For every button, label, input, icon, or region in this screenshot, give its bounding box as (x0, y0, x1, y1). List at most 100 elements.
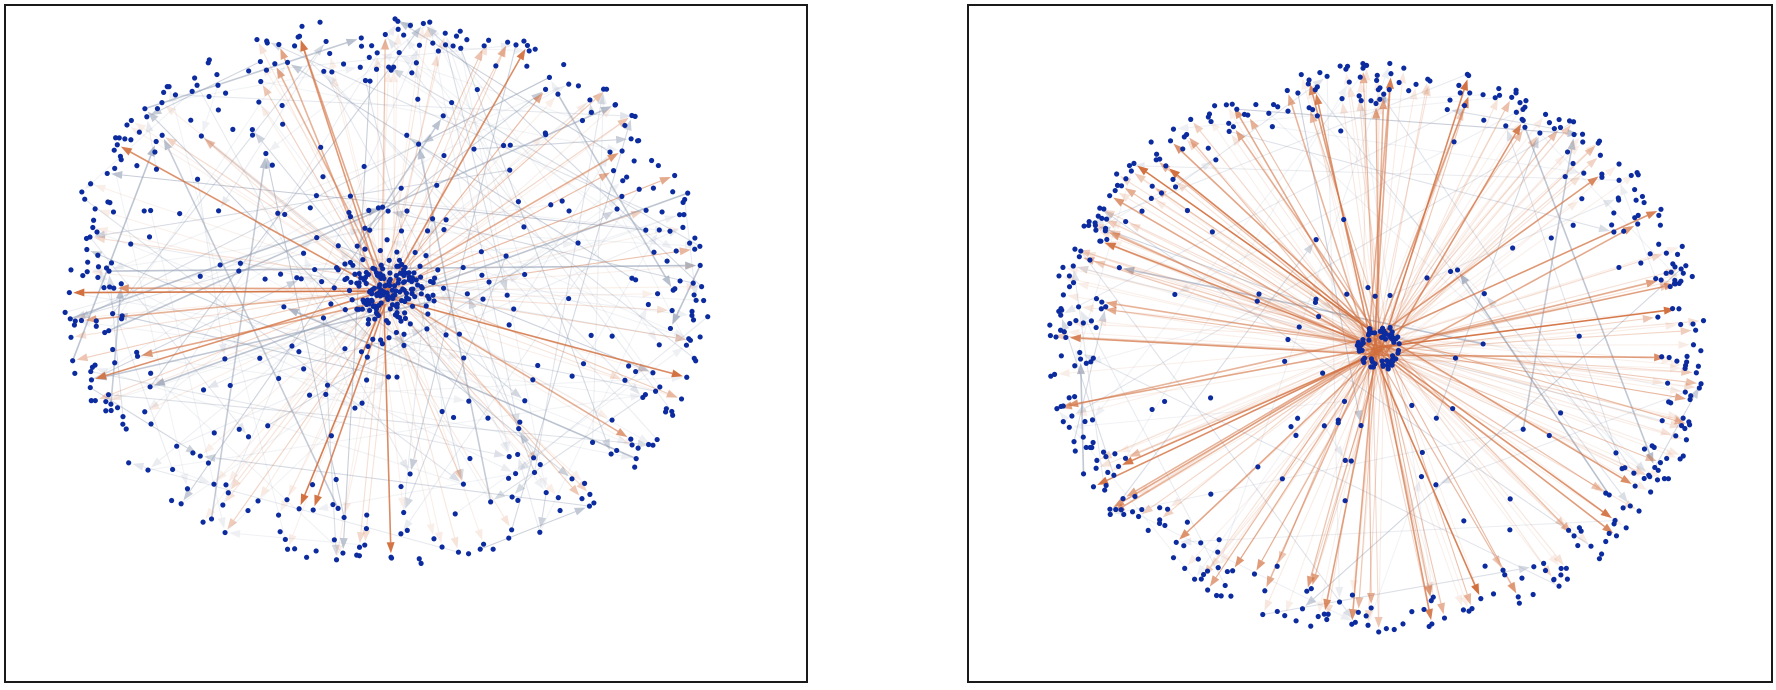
edge-arrowhead (1649, 468, 1661, 477)
node (452, 511, 458, 517)
edge (382, 297, 574, 474)
edge (1145, 171, 1388, 343)
edge (1362, 115, 1434, 598)
node (480, 541, 487, 547)
edge (1375, 182, 1591, 338)
edge-arrowhead (1110, 220, 1122, 230)
node (1409, 402, 1415, 408)
node (1688, 393, 1694, 399)
node (575, 83, 582, 89)
node (407, 22, 414, 28)
node (329, 69, 335, 75)
node (669, 307, 675, 314)
edge-arrowhead (218, 343, 227, 355)
edge (676, 265, 701, 316)
edge (1510, 139, 1623, 469)
node (88, 181, 94, 187)
edge (386, 295, 550, 487)
edge (100, 254, 389, 378)
node (1596, 556, 1603, 562)
node (1131, 160, 1137, 166)
edge (1217, 77, 1386, 568)
edge (64, 231, 351, 313)
node (356, 280, 362, 286)
edge-arrowhead (1343, 607, 1353, 620)
edge-arrowhead (1323, 598, 1332, 611)
edge-arrowhead (616, 435, 629, 444)
edge (1373, 82, 1403, 348)
edge (1313, 268, 1682, 600)
edge-arrowhead (468, 297, 477, 310)
node (1348, 458, 1354, 464)
node (102, 329, 108, 336)
edge (239, 533, 365, 546)
edge-arrowhead (1113, 197, 1125, 207)
edge-arrowhead (314, 494, 322, 507)
edge-arrowhead (1501, 100, 1510, 113)
node (365, 316, 372, 323)
edge (161, 69, 346, 104)
node (188, 117, 194, 123)
node (1418, 473, 1425, 480)
node (335, 267, 341, 273)
edge (1079, 332, 1380, 353)
edge (378, 250, 680, 295)
edge (1119, 225, 1372, 350)
edge (109, 286, 342, 402)
edge-arrowhead (576, 480, 588, 492)
edge (583, 242, 653, 364)
edge (1289, 355, 1377, 602)
node (1507, 527, 1513, 533)
node (1172, 291, 1178, 298)
node (1620, 505, 1626, 511)
node (1090, 355, 1096, 361)
edge (382, 304, 668, 395)
edge-arrowhead (1129, 223, 1141, 232)
node (321, 68, 327, 74)
node (254, 36, 260, 43)
edge-arrowhead (300, 40, 309, 52)
node (1598, 551, 1605, 557)
node (655, 162, 661, 169)
node (614, 206, 620, 212)
edge (1378, 340, 1604, 512)
node (333, 476, 339, 483)
node (670, 189, 676, 195)
node (1430, 594, 1436, 600)
node (379, 204, 386, 210)
node (1154, 151, 1160, 157)
node (1666, 354, 1672, 361)
edge (1623, 194, 1657, 279)
node (1409, 609, 1415, 615)
edge-arrowhead (380, 53, 393, 62)
edge-arrowhead (98, 209, 111, 218)
edge (1435, 146, 1536, 419)
node (680, 224, 686, 230)
edge (508, 164, 603, 326)
node (689, 308, 695, 315)
edge (1539, 132, 1671, 271)
node (1564, 149, 1571, 155)
node (1636, 508, 1642, 514)
edge (122, 83, 569, 266)
node (346, 209, 352, 216)
node (394, 301, 400, 307)
edge-arrowhead (93, 230, 106, 239)
node (1164, 506, 1171, 512)
edge-arrowhead (409, 48, 418, 61)
edge-arrowhead (557, 466, 569, 477)
node (474, 86, 480, 93)
edge-arrowhead (76, 353, 89, 362)
node (442, 42, 449, 48)
edge (384, 65, 436, 303)
node (1101, 206, 1107, 212)
edge (408, 188, 640, 522)
node (434, 182, 440, 188)
edge-arrowhead (1645, 453, 1657, 462)
node (178, 501, 184, 507)
edge-arrowhead (1569, 175, 1581, 186)
edge (1378, 144, 1532, 350)
edge (1268, 112, 1639, 466)
node (1599, 171, 1605, 177)
edge-arrowhead (381, 38, 390, 50)
